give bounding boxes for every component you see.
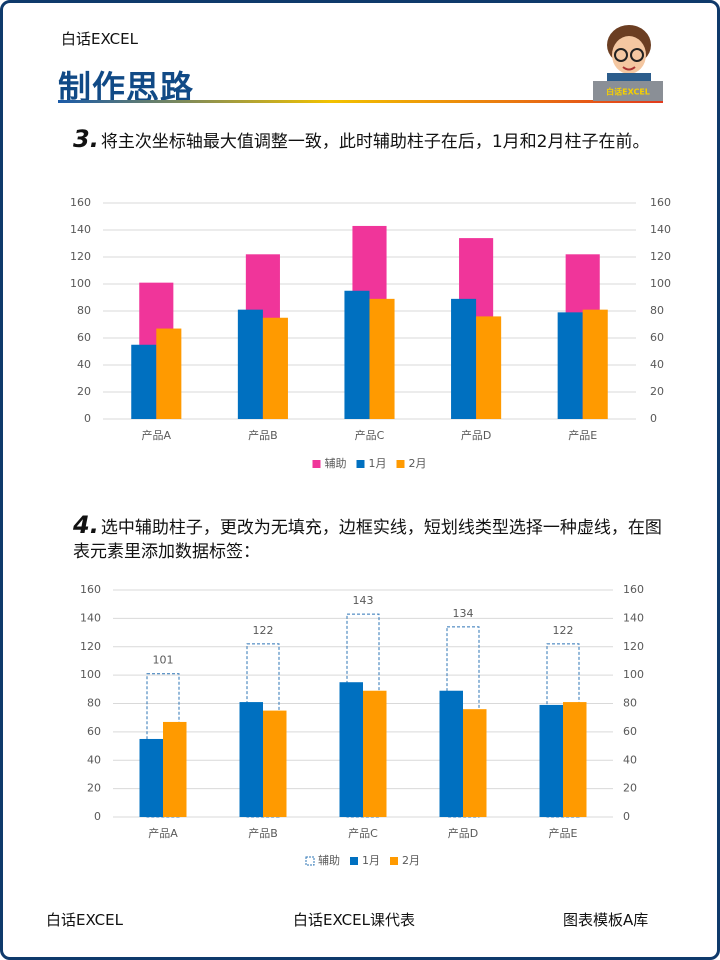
bar	[239, 702, 263, 817]
x-tick-label: 产品C	[355, 428, 385, 442]
step-text: 将主次坐标轴最大值调整一致，此时辅助柱子在后，1月和2月柱子在前。	[100, 132, 650, 152]
x-tick-label: 产品E	[568, 428, 597, 442]
y-tick-label: 60	[87, 725, 101, 738]
y2-tick-label: 60	[623, 725, 637, 738]
legend-label: 2月	[402, 854, 420, 867]
step: 3. 将主次坐标轴最大值调整一致，此时辅助柱子在后，1月和2月柱子在前。	[73, 127, 673, 154]
y-tick-label: 20	[77, 385, 91, 398]
y-tick-label: 160	[70, 196, 91, 209]
y-tick-label: 0	[94, 810, 101, 823]
bar	[563, 702, 587, 817]
y-tick-label: 80	[87, 697, 101, 710]
bar	[263, 710, 287, 817]
y-tick-label: 140	[80, 611, 101, 624]
y2-tick-label: 120	[650, 250, 671, 263]
bar	[539, 704, 563, 817]
y-tick-label: 160	[80, 583, 101, 596]
y-tick-label: 40	[87, 753, 101, 766]
y2-tick-label: 140	[623, 611, 644, 624]
bar	[237, 309, 263, 419]
y2-tick-label: 0	[650, 412, 657, 425]
bar	[557, 312, 583, 419]
step-text: 选中辅助柱子，更改为无填充，边框实线，短划线类型选择一种虚线，在图表元素里添加数…	[73, 518, 662, 562]
footer-right: 图表模板A库	[563, 911, 649, 929]
bar	[344, 290, 370, 419]
y2-tick-label: 0	[623, 810, 630, 823]
bar	[439, 690, 463, 817]
footer-center: 白话EXCEL课代表	[293, 911, 415, 929]
legend-label: 1月	[362, 854, 380, 867]
y-tick-label: 20	[87, 782, 101, 795]
y-tick-label: 80	[77, 304, 91, 317]
legend-label: 辅助	[325, 456, 347, 470]
y2-tick-label: 100	[623, 668, 644, 681]
y2-tick-label: 160	[650, 196, 671, 209]
legend-swatch	[305, 856, 315, 866]
y2-tick-label: 20	[650, 385, 664, 398]
step-number: 4.	[73, 511, 99, 539]
y-tick-label: 120	[80, 640, 101, 653]
y-tick-label: 100	[80, 668, 101, 681]
x-tick-label: 产品A	[148, 826, 178, 840]
x-tick-label: 产品D	[461, 428, 491, 442]
y-tick-label: 60	[77, 331, 91, 344]
y-tick-label: 140	[70, 223, 91, 236]
bar	[131, 344, 157, 419]
legend-swatch	[396, 460, 405, 468]
y2-tick-label: 40	[623, 753, 637, 766]
bar	[369, 298, 395, 419]
charts: 0 20 40 60 80 100 120 140 160 0 20 40 60 80 100 120 140 1…	[70, 196, 671, 867]
legend-swatch	[312, 460, 321, 468]
bar	[339, 682, 363, 817]
y-tick-label: 0	[84, 412, 91, 425]
x-tick-label: 产品E	[549, 826, 578, 840]
y2-tick-label: 160	[623, 583, 644, 596]
brand: 白话EXCEL	[61, 30, 138, 48]
y2-tick-label: 80	[650, 304, 664, 317]
legend-swatch	[356, 460, 365, 468]
data-label: 122	[553, 624, 574, 637]
legend-label: 1月	[369, 457, 387, 470]
title-underline	[58, 100, 663, 103]
data-label: 134	[453, 607, 474, 620]
legend-swatch	[350, 857, 358, 865]
legend-swatch	[390, 857, 398, 865]
x-tick-label: 产品B	[248, 826, 278, 840]
bar	[156, 328, 182, 419]
y-tick-label: 120	[70, 250, 91, 263]
avatar: 白话EXCEL	[593, 25, 663, 101]
data-label: 143	[353, 594, 374, 607]
bar	[582, 309, 608, 419]
step-number: 3.	[73, 125, 99, 153]
legend-label: 辅助	[318, 853, 340, 867]
x-tick-label: 产品B	[248, 428, 278, 442]
bar	[451, 298, 477, 419]
y2-tick-label: 60	[650, 331, 664, 344]
y2-tick-label: 40	[650, 358, 664, 371]
data-label: 122	[253, 624, 274, 637]
bar	[463, 709, 487, 817]
x-tick-label: 产品C	[348, 826, 378, 840]
data-label: 101	[153, 654, 174, 667]
y2-tick-label: 80	[623, 697, 637, 710]
y2-tick-label: 140	[650, 223, 671, 236]
x-tick-label: 产品A	[142, 428, 172, 442]
avatar-label: 白话EXCEL	[606, 87, 650, 97]
bar	[163, 721, 187, 817]
y-tick-label: 100	[70, 277, 91, 290]
bar	[262, 317, 288, 419]
y2-tick-label: 100	[650, 277, 671, 290]
bar	[139, 738, 163, 817]
y2-tick-label: 120	[623, 640, 644, 653]
y-tick-label: 40	[77, 358, 91, 371]
y2-tick-label: 20	[623, 782, 637, 795]
x-tick-label: 产品D	[448, 826, 478, 840]
step: 4. 选中辅助柱子，更改为无填充，边框实线，短划线类型选择一种虚线，在图表元素里添…	[73, 513, 673, 564]
footer-left: 白话EXCEL	[46, 911, 123, 929]
legend-label: 2月	[409, 457, 427, 470]
bar	[476, 316, 502, 419]
bar	[363, 690, 387, 817]
